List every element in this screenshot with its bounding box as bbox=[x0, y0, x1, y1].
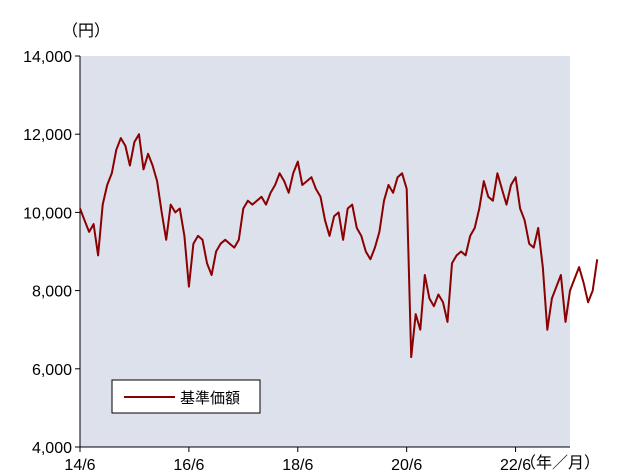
x-tick-label: 16/6 bbox=[173, 457, 204, 473]
x-tick-label: 20/6 bbox=[391, 457, 422, 473]
series-line-0 bbox=[79, 133, 599, 359]
y-tick-label: 10,000 bbox=[23, 205, 72, 222]
y-axis-unit-label: （円） bbox=[62, 21, 110, 40]
x-tick-label: 14/6 bbox=[64, 457, 95, 473]
x-axis: 14/6 16/6 18/6 20/6 22/6 bbox=[64, 446, 570, 473]
y-axis: 4,000 6,000 8,000 10,000 12,000 14,000 bbox=[23, 49, 81, 457]
y-tick-label: 6,000 bbox=[32, 362, 72, 379]
series-layer bbox=[79, 133, 599, 359]
x-tick-label: 18/6 bbox=[282, 457, 313, 473]
x-axis-unit-label: （年／月） bbox=[520, 453, 600, 472]
y-tick-label: 8,000 bbox=[32, 284, 72, 301]
legend-box bbox=[111, 379, 261, 414]
x-tick-label: 22/6 bbox=[500, 457, 531, 473]
legend: 基準価額 bbox=[111, 379, 261, 414]
legend-label: 基準価額 bbox=[180, 389, 240, 407]
y-tick-label: 4,000 bbox=[32, 440, 72, 457]
y-tick-label: 14,000 bbox=[23, 49, 72, 66]
y-tick-label: 12,000 bbox=[23, 127, 72, 144]
